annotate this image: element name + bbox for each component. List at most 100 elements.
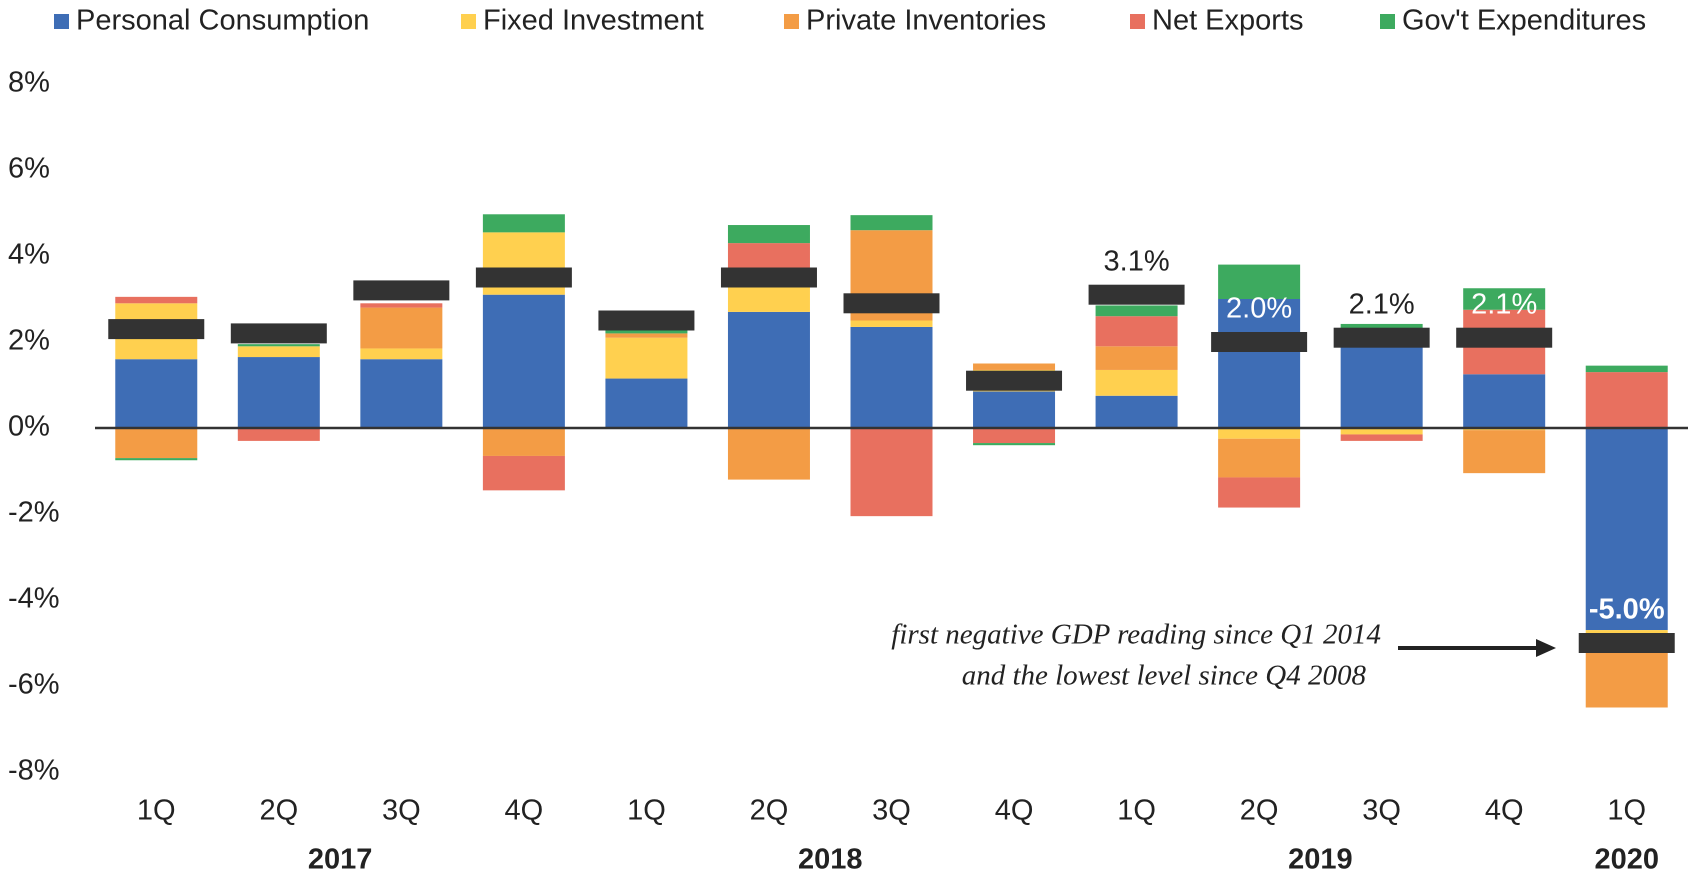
bar-segment [1095,395,1178,428]
y-tick-label: -6% [8,669,60,701]
x-tick-label: 3Q [872,795,911,827]
bar-segment [605,337,688,379]
bar-segment [1585,372,1668,428]
bar-segment [115,359,198,428]
legend-label: Gov't Expenditures [1402,5,1646,37]
gdp-marker [966,370,1063,391]
legend-label: Personal Consumption [76,5,369,37]
year-label: 2017 [308,844,373,876]
bar-segment [850,320,933,327]
y-tick-label: 6% [8,153,50,185]
gdp-marker [1456,327,1553,348]
bar-segment [1463,374,1546,428]
bar-segment [237,346,320,358]
y-tick-label: 2% [8,325,50,357]
data-label: 2.0% [1226,293,1292,325]
data-label: -5.0% [1589,594,1665,626]
gdp-marker [1578,633,1675,653]
bar-segment [973,428,1056,444]
annotation: and the lowest level since Q4 2008 [962,660,1367,692]
bar-segment [115,458,198,461]
legend-label: Net Exports [1152,5,1304,37]
year-label: 2020 [1594,844,1659,876]
bar-segment [360,359,443,428]
gdp-marker [353,280,450,301]
bar-segment [850,215,933,231]
x-tick-label: 1Q [1117,795,1156,827]
bar-segment [1585,630,1668,635]
y-tick-label: -8% [8,755,60,787]
bar-segment [360,307,443,349]
gdp-marker [1333,327,1430,348]
bar-segment [1463,430,1546,474]
bar-segment [850,326,933,428]
bar-segment [482,214,565,233]
bar-segment [1218,264,1301,299]
bar-segment [727,311,810,428]
gdp-marker [720,267,817,288]
y-tick-label: 8% [8,67,50,99]
data-label: 3.1% [1104,245,1170,277]
x-tick-label: 1Q [137,795,176,827]
bar-segment [605,378,688,428]
bar-segment [1095,369,1178,396]
gdp-marker [843,293,940,314]
gdp-marker [230,323,327,344]
gdp-marker [1088,284,1185,305]
gdp-marker [598,310,695,331]
gdp-marker [475,267,572,288]
legend-swatch [54,14,69,29]
y-tick-label: -2% [8,497,60,529]
x-tick-label: 1Q [627,795,666,827]
x-tick-label: 1Q [1607,795,1646,827]
gdp-marker [1211,332,1308,352]
bar-segment [1340,434,1423,441]
legend-swatch [784,14,799,29]
bar-segment [1585,365,1668,373]
x-tick-label: 4Q [505,795,544,827]
bar-segment [237,357,320,428]
year-label: 2018 [798,844,863,876]
y-tick-label: 4% [8,239,50,271]
x-tick-label: 4Q [1485,795,1524,827]
data-label: 2.1% [1471,288,1537,320]
x-tick-label: 3Q [1362,795,1401,827]
bar-segment [973,391,1056,428]
year-label: 2019 [1288,844,1353,876]
legend-swatch [1380,14,1395,29]
bar-segment [1095,316,1178,347]
bar-segment [973,443,1056,446]
bar-segment [237,428,320,441]
bar-segment [1095,346,1178,370]
bar-segment [1585,428,1668,631]
bar-segment [727,225,810,244]
x-tick-label: 2Q [1240,795,1279,827]
bar-segment [727,428,810,480]
bar-segment [115,428,198,459]
bar-segment [1218,438,1301,478]
bar-segment [1463,288,1546,310]
bar-segment [1218,477,1301,508]
data-label: 2.1% [1349,288,1415,320]
bar-segment [1340,428,1423,435]
legend-swatch [1130,14,1145,29]
y-tick-label: -4% [8,583,60,615]
x-tick-label: 3Q [382,795,421,827]
bar-segment [482,428,565,456]
bar-segment [360,348,443,360]
y-tick-label: 0% [8,411,50,443]
bar-segment [360,303,443,308]
x-tick-label: 4Q [995,795,1034,827]
legend-swatch [461,14,476,29]
bar-segment [605,333,688,338]
bar-segment [1218,428,1301,439]
bar-segment [237,344,320,347]
bar-segment [605,329,688,334]
bar-segment [850,428,933,517]
bar-segment [1340,323,1423,330]
bar-segment [482,455,565,491]
bar-segment [482,294,565,428]
x-tick-label: 2Q [750,795,789,827]
legend-label: Private Inventories [806,5,1046,37]
